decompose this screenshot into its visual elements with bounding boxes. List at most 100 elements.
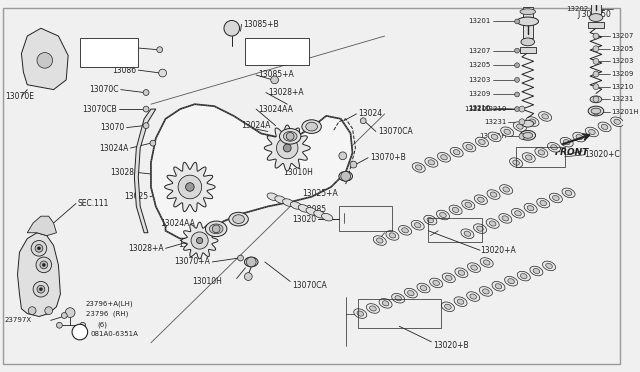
Ellipse shape — [576, 135, 582, 140]
Ellipse shape — [490, 221, 496, 226]
Ellipse shape — [542, 114, 548, 119]
Ellipse shape — [440, 212, 446, 218]
Circle shape — [196, 237, 203, 244]
Ellipse shape — [614, 119, 621, 124]
Polygon shape — [164, 162, 215, 212]
Ellipse shape — [589, 14, 603, 22]
Circle shape — [65, 308, 75, 317]
Text: SEC.111: SEC.111 — [78, 199, 109, 208]
Bar — [588, 22, 604, 28]
Ellipse shape — [521, 38, 534, 46]
Ellipse shape — [488, 132, 501, 142]
Text: SEC.120: SEC.120 — [95, 49, 124, 55]
Ellipse shape — [520, 131, 536, 140]
Circle shape — [244, 273, 252, 280]
Circle shape — [339, 152, 347, 160]
Polygon shape — [134, 109, 156, 233]
Circle shape — [519, 119, 525, 125]
Circle shape — [159, 69, 166, 77]
Ellipse shape — [483, 260, 490, 265]
Ellipse shape — [589, 129, 595, 135]
Text: 13086: 13086 — [112, 65, 136, 75]
Ellipse shape — [476, 137, 488, 147]
Text: 13010H: 13010H — [284, 168, 314, 177]
Ellipse shape — [442, 302, 454, 311]
Circle shape — [38, 247, 40, 250]
Ellipse shape — [209, 224, 223, 234]
Ellipse shape — [588, 106, 604, 116]
Ellipse shape — [538, 150, 545, 155]
Ellipse shape — [477, 226, 483, 231]
Ellipse shape — [283, 199, 294, 206]
Circle shape — [143, 123, 149, 129]
Circle shape — [80, 322, 86, 328]
Ellipse shape — [527, 206, 534, 211]
Circle shape — [593, 96, 599, 102]
Ellipse shape — [524, 203, 537, 213]
Text: B: B — [77, 330, 83, 334]
Ellipse shape — [461, 200, 475, 209]
Ellipse shape — [539, 112, 552, 121]
Ellipse shape — [424, 215, 437, 225]
Circle shape — [515, 48, 520, 53]
Text: 13070A: 13070A — [103, 43, 132, 52]
Bar — [80, 38, 138, 67]
Circle shape — [519, 134, 525, 139]
Ellipse shape — [466, 144, 472, 150]
Ellipse shape — [412, 163, 425, 172]
Circle shape — [37, 52, 52, 68]
Circle shape — [56, 322, 62, 328]
Ellipse shape — [495, 284, 502, 289]
Circle shape — [157, 47, 163, 52]
Ellipse shape — [357, 311, 364, 316]
Circle shape — [42, 263, 45, 266]
Circle shape — [212, 225, 220, 233]
Ellipse shape — [411, 221, 424, 230]
Ellipse shape — [233, 215, 244, 224]
Ellipse shape — [492, 282, 505, 291]
Ellipse shape — [306, 208, 317, 215]
Text: 13020+B: 13020+B — [433, 341, 469, 350]
Text: 13210: 13210 — [612, 84, 634, 90]
Polygon shape — [21, 28, 68, 90]
Bar — [591, 0, 601, 14]
Text: 13024AA: 13024AA — [258, 105, 293, 113]
Ellipse shape — [511, 208, 525, 218]
Text: 13070CA: 13070CA — [378, 127, 413, 136]
Ellipse shape — [585, 0, 607, 1]
Circle shape — [593, 109, 599, 115]
Circle shape — [45, 307, 52, 315]
Ellipse shape — [529, 119, 536, 124]
Ellipse shape — [602, 124, 608, 129]
Ellipse shape — [504, 276, 518, 286]
Text: 13070E: 13070E — [5, 92, 34, 101]
Ellipse shape — [483, 289, 489, 294]
Text: 13201H: 13201H — [479, 133, 506, 140]
Ellipse shape — [573, 132, 586, 142]
Circle shape — [593, 71, 599, 77]
Circle shape — [519, 106, 525, 112]
Ellipse shape — [298, 205, 309, 212]
Circle shape — [515, 63, 520, 68]
Circle shape — [341, 171, 351, 181]
Text: 13203: 13203 — [612, 58, 634, 64]
Ellipse shape — [455, 268, 468, 278]
Circle shape — [593, 84, 599, 90]
Text: 13210: 13210 — [468, 106, 491, 112]
Circle shape — [593, 46, 599, 52]
Ellipse shape — [438, 153, 451, 162]
Circle shape — [593, 33, 599, 39]
Text: 13010H: 13010H — [192, 277, 222, 286]
Circle shape — [515, 107, 520, 112]
Ellipse shape — [389, 233, 396, 238]
Circle shape — [40, 261, 48, 269]
Ellipse shape — [454, 297, 467, 307]
Ellipse shape — [280, 129, 301, 144]
Ellipse shape — [321, 214, 333, 221]
Circle shape — [40, 288, 42, 291]
Text: 13205: 13205 — [468, 62, 491, 68]
Ellipse shape — [540, 201, 547, 206]
Text: 13070C: 13070C — [90, 85, 119, 94]
Text: 13210: 13210 — [465, 106, 487, 112]
Ellipse shape — [205, 221, 227, 237]
